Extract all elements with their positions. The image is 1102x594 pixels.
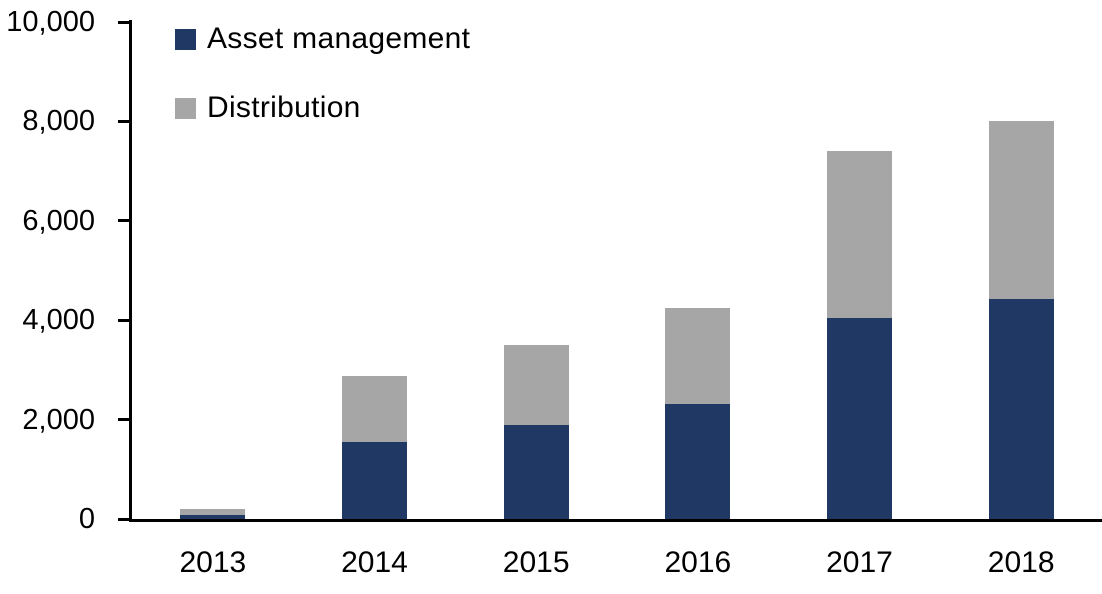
y-axis-tick-mark (118, 219, 132, 223)
bar-segment-distribution-2016 (665, 307, 731, 404)
legend-item-asset-management: Asset management (175, 18, 470, 60)
y-axis-tick-label: 6,000 (22, 204, 95, 237)
bar-segment-distribution-2013 (180, 509, 246, 515)
y-axis-tick-label: 10,000 (6, 6, 95, 38)
bar-segment-distribution-2015 (503, 345, 569, 425)
y-axis-tick-label: 0 (78, 503, 95, 535)
y-axis-tick-label: 8,000 (22, 105, 95, 138)
x-axis-line (129, 519, 1102, 522)
bar-segment-distribution-2018 (988, 121, 1054, 299)
y-axis-tick-mark (118, 517, 132, 521)
bar-segment-asset-management-2013 (180, 515, 246, 519)
legend-swatch-asset-management-icon (175, 28, 196, 50)
legend-label-asset-management: Asset management (207, 22, 471, 55)
legend-item-distribution: Distribution (175, 87, 470, 129)
y-axis-line (129, 20, 132, 522)
x-axis-label-2017: 2017 (826, 546, 893, 579)
legend-swatch-distribution-icon (175, 97, 196, 119)
y-axis-tick-mark (118, 20, 132, 24)
legend: Asset management Distribution (175, 18, 470, 129)
bar-segment-asset-management-2015 (503, 424, 569, 519)
x-axis-label-2014: 2014 (341, 546, 408, 579)
x-axis-label-2013: 2013 (179, 546, 247, 579)
bar-segment-asset-management-2014 (342, 441, 407, 519)
x-axis-label-2018: 2018 (987, 546, 1055, 579)
bar-segment-asset-management-2016 (665, 403, 731, 519)
y-axis-tick-label: 4,000 (22, 304, 95, 337)
y-axis-tick-mark (118, 119, 132, 123)
y-axis-tick-label: 2,000 (22, 403, 95, 436)
x-axis-label-2015: 2015 (502, 546, 570, 579)
bar-segment-asset-management-2018 (988, 298, 1054, 519)
y-axis-tick-mark (118, 318, 132, 322)
bar-segment-asset-management-2017 (827, 317, 892, 519)
bar-segment-distribution-2017 (827, 151, 892, 318)
legend-label-distribution: Distribution (207, 91, 361, 124)
y-axis-tick-mark (118, 418, 132, 422)
x-axis-label-2016: 2016 (664, 546, 732, 579)
bar-segment-distribution-2014 (342, 376, 407, 442)
